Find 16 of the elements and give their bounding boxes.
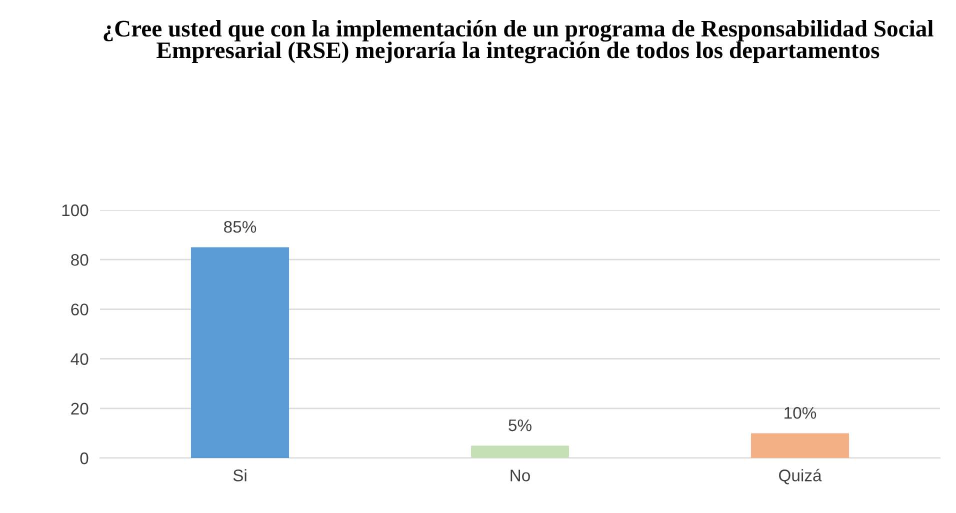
bar [471,446,569,458]
bar [751,433,849,458]
bar [191,247,289,458]
y-tick-label: 60 [71,304,88,316]
y-tick-label: 0 [80,452,88,464]
y-tick-label: 20 [71,402,88,415]
data-label: 85% [224,220,256,233]
y-tick-label: 80 [71,254,88,266]
x-tick-label: Quizá [779,468,822,484]
x-tick-label: Si [233,469,246,482]
chart-title: ¿Cree usted que con la implementación de un programa de Responsabilidad Social Empresarial (RSE) mejoraría la integración de todos los departamentos [104,20,934,64]
data-label: 5% [508,419,532,432]
y-tick-label: 40 [70,353,88,366]
data-label: 10% [784,406,816,419]
y-tick-label: 100 [62,204,88,216]
x-tick-label: No [510,470,530,482]
